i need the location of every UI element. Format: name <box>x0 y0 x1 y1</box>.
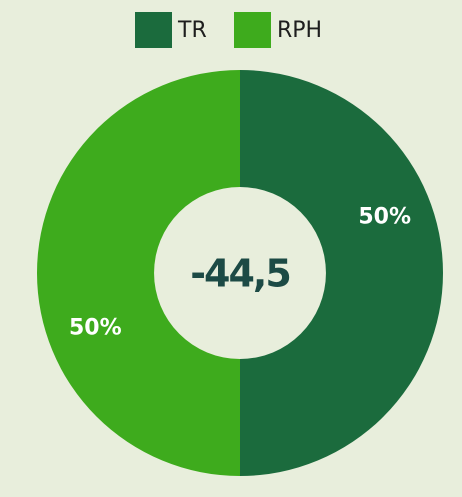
legend-swatch <box>135 12 172 48</box>
legend-swatch <box>234 12 271 48</box>
center-label: -44,5 <box>190 252 290 296</box>
value-label: 50% <box>69 316 122 341</box>
donut-slice <box>37 70 240 476</box>
legend: TR RPH <box>135 12 322 48</box>
legend-label: TR <box>177 18 207 43</box>
donut-slice <box>240 70 443 476</box>
legend-label: RPH <box>277 18 322 43</box>
donut: 50% 50% <box>37 70 443 476</box>
value-label: 50% <box>358 204 411 229</box>
